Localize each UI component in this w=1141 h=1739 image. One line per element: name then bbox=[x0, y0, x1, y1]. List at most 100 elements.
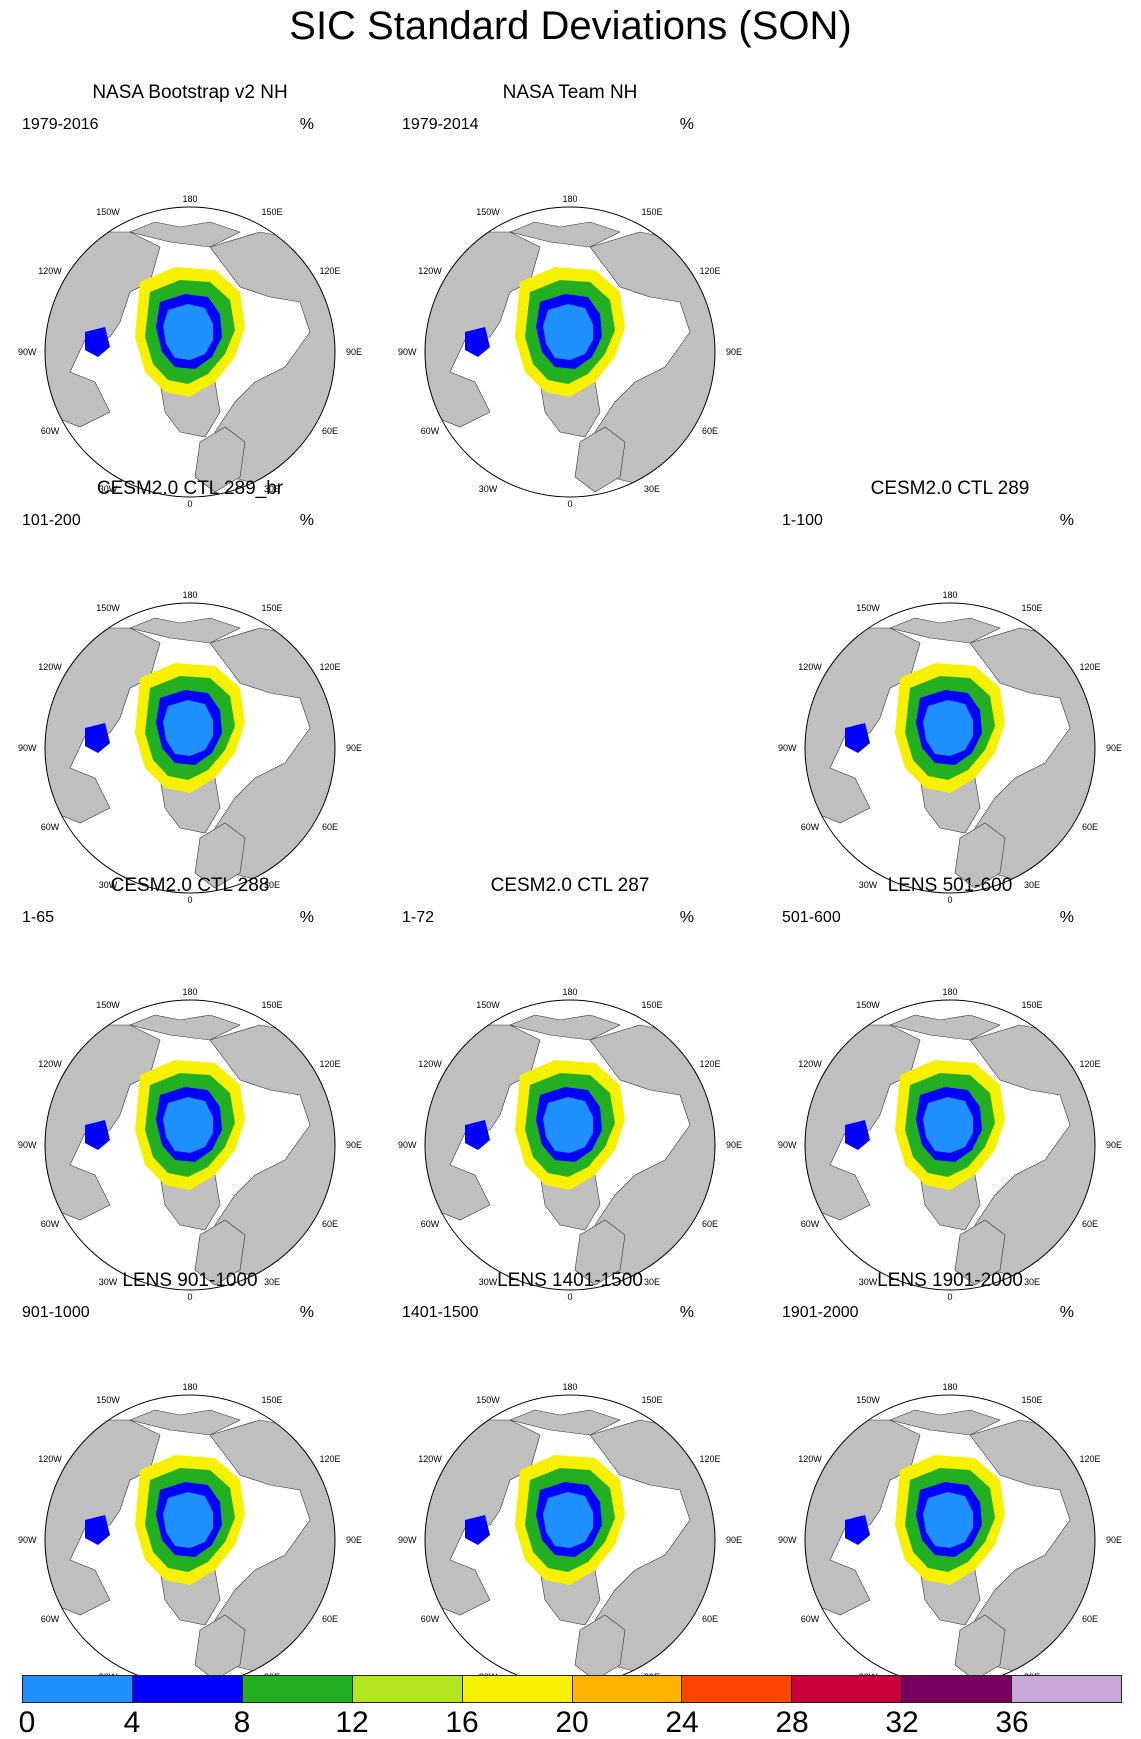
longitude-labels: 180 0 90W 90E 150W 150E 120W 120E 60W 60E 30W 30E bbox=[778, 987, 1122, 1302]
longitude-label: 90W bbox=[778, 1140, 797, 1150]
sic-contour-region bbox=[543, 304, 593, 360]
map-panel: LENS 501-600 501-600 % bbox=[770, 875, 1130, 1302]
longitude-label: 90W bbox=[778, 1535, 797, 1545]
longitude-label: 30E bbox=[644, 1277, 660, 1287]
panel-title: NASA Bootstrap v2 NH bbox=[92, 82, 288, 103]
longitude-label: 30E bbox=[1024, 1277, 1040, 1287]
longitude-label: 60E bbox=[322, 822, 338, 832]
panel-title: LENS 501-600 bbox=[887, 875, 1013, 896]
longitude-label: 150W bbox=[856, 1000, 880, 1010]
colorbar-tick-label: 4 bbox=[123, 1706, 141, 1739]
panel-unit: % bbox=[679, 909, 694, 926]
longitude-label: 90W bbox=[18, 1140, 37, 1150]
longitude-label: 90W bbox=[778, 743, 797, 753]
longitude-label: 120W bbox=[798, 1454, 822, 1464]
colorbar-tick-label: 16 bbox=[445, 1706, 479, 1739]
map-panel: NASA Bootstrap v2 NH 1979-2016 % bbox=[10, 82, 370, 509]
panel-period: 1979-2016 bbox=[22, 116, 99, 133]
longitude-label: 30W bbox=[479, 1277, 498, 1287]
panel-period: 1401-1500 bbox=[402, 1304, 479, 1321]
sic-contour-region bbox=[85, 327, 110, 357]
longitude-label: 30W bbox=[99, 880, 118, 890]
longitude-label: 150W bbox=[96, 1395, 120, 1405]
map-panel: LENS 901-1000 901-1000 % bbox=[10, 1270, 370, 1697]
sic-field bbox=[845, 1455, 1005, 1585]
land-mass bbox=[889, 617, 1001, 644]
longitude-label: 180 bbox=[562, 194, 577, 204]
panel-title: LENS 1901-2000 bbox=[877, 1270, 1023, 1291]
land-mass bbox=[194, 1614, 246, 1681]
longitude-label: 0 bbox=[187, 499, 192, 509]
panel-period: 101-200 bbox=[22, 512, 81, 529]
land-mass bbox=[209, 627, 335, 884]
land-mass bbox=[954, 822, 1006, 889]
sic-contour-region bbox=[163, 1097, 213, 1153]
colorbar-swatches bbox=[22, 1675, 1122, 1703]
land-mass bbox=[129, 221, 241, 248]
longitude-labels: 180 0 90W 90E 150W 150E 120W 120E 60W 60E 30W 30E bbox=[18, 194, 362, 509]
panel-title: CESM2.0 CTL 289 bbox=[870, 478, 1030, 499]
colorbar-tick-label: 32 bbox=[885, 1706, 919, 1739]
longitude-label: 30W bbox=[99, 484, 118, 494]
longitude-labels: 180 0 90W 90E 150W 150E 120W 120E 60W 60E 30W 30E bbox=[398, 194, 742, 509]
longitude-label: 180 bbox=[942, 1382, 957, 1392]
longitude-label: 90W bbox=[18, 1535, 37, 1545]
sic-field bbox=[465, 1060, 625, 1190]
map-boundary bbox=[424, 999, 716, 1291]
longitude-label: 0 bbox=[567, 1292, 572, 1302]
panel-unit: % bbox=[1059, 909, 1074, 926]
land-mass bbox=[129, 1409, 241, 1436]
land-mass bbox=[574, 1614, 626, 1681]
longitude-label: 120E bbox=[319, 266, 340, 276]
map-boundary bbox=[44, 602, 336, 894]
land-mass bbox=[589, 1024, 715, 1281]
colorbar-swatch bbox=[572, 1676, 683, 1702]
longitude-label: 30W bbox=[99, 1277, 118, 1287]
map-panel: LENS 1401-1500 1401-1500 % bbox=[390, 1270, 750, 1697]
longitude-label: 60E bbox=[322, 1219, 338, 1229]
longitude-label: 120W bbox=[38, 662, 62, 672]
longitude-label: 60W bbox=[41, 822, 60, 832]
longitude-label: 120W bbox=[418, 1059, 442, 1069]
sic-field bbox=[465, 1455, 625, 1585]
colorbar-tick-label: 0 bbox=[18, 1706, 36, 1739]
panel-unit: % bbox=[299, 909, 314, 926]
colorbar-tick-label: 8 bbox=[233, 1706, 251, 1739]
colorbar-swatch bbox=[682, 1676, 793, 1702]
longitude-label: 30E bbox=[644, 484, 660, 494]
longitude-label: 150W bbox=[96, 1000, 120, 1010]
sic-contour-region bbox=[845, 1515, 870, 1545]
longitude-label: 180 bbox=[562, 1382, 577, 1392]
page-title: SIC Standard Deviations (SON) bbox=[289, 4, 852, 48]
panel-unit: % bbox=[299, 1304, 314, 1321]
longitude-label: 90E bbox=[1106, 743, 1122, 753]
longitude-label: 30E bbox=[264, 1277, 280, 1287]
longitude-label: 120W bbox=[798, 1059, 822, 1069]
longitude-label: 60E bbox=[1082, 1219, 1098, 1229]
longitude-label: 120E bbox=[319, 662, 340, 672]
panel-title: CESM2.0 CTL 289_br bbox=[96, 478, 284, 499]
sic-field bbox=[85, 1455, 245, 1585]
longitude-label: 30W bbox=[859, 880, 878, 890]
land-mass bbox=[509, 1409, 621, 1436]
longitude-labels: 180 0 90W 90E 150W 150E 120W 120E 60W 60E 30W 30E bbox=[778, 590, 1122, 905]
longitude-label: 120E bbox=[1079, 1454, 1100, 1464]
panel-period: 901-1000 bbox=[22, 1304, 90, 1321]
longitude-label: 30E bbox=[264, 880, 280, 890]
longitude-labels: 180 0 90W 90E 150W 150E 120W 120E 60W 60E 30W 30E bbox=[398, 987, 742, 1302]
longitude-label: 60E bbox=[702, 426, 718, 436]
panel-title: NASA Team NH bbox=[502, 82, 638, 103]
map-boundary bbox=[44, 206, 336, 498]
land-mass bbox=[574, 1219, 626, 1286]
colorbar-tick-label: 20 bbox=[555, 1706, 589, 1739]
longitude-label: 150E bbox=[1021, 1000, 1042, 1010]
panel-title: CESM2.0 CTL 287 bbox=[490, 875, 650, 896]
land-mass bbox=[194, 426, 246, 493]
panel-period: 1-65 bbox=[22, 909, 55, 926]
